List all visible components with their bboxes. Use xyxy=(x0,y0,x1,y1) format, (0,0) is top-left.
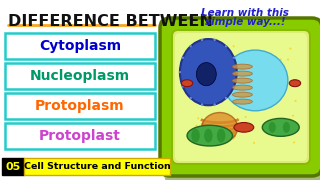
Circle shape xyxy=(262,127,264,129)
Circle shape xyxy=(179,71,181,73)
Circle shape xyxy=(189,45,192,48)
Circle shape xyxy=(181,85,184,88)
Text: simple way...!: simple way...! xyxy=(205,17,285,27)
Circle shape xyxy=(242,52,244,54)
Ellipse shape xyxy=(202,112,237,143)
Circle shape xyxy=(253,142,255,144)
Circle shape xyxy=(259,83,261,85)
Circle shape xyxy=(295,100,297,102)
Ellipse shape xyxy=(217,129,225,143)
Circle shape xyxy=(196,125,197,127)
Circle shape xyxy=(236,71,238,73)
Circle shape xyxy=(193,76,195,78)
Circle shape xyxy=(237,81,239,83)
Circle shape xyxy=(228,94,230,96)
Circle shape xyxy=(272,77,274,79)
FancyBboxPatch shape xyxy=(5,93,155,119)
Ellipse shape xyxy=(204,129,212,143)
FancyBboxPatch shape xyxy=(175,33,307,161)
FancyBboxPatch shape xyxy=(160,18,320,176)
Ellipse shape xyxy=(232,71,252,76)
Circle shape xyxy=(233,45,235,47)
Circle shape xyxy=(280,58,282,60)
Ellipse shape xyxy=(232,64,252,69)
Ellipse shape xyxy=(196,63,216,86)
Circle shape xyxy=(252,69,254,71)
Circle shape xyxy=(280,93,282,95)
FancyBboxPatch shape xyxy=(5,123,155,149)
Circle shape xyxy=(232,138,235,140)
Circle shape xyxy=(217,96,219,98)
Circle shape xyxy=(210,95,212,97)
Ellipse shape xyxy=(232,85,252,90)
Ellipse shape xyxy=(181,80,193,87)
Ellipse shape xyxy=(289,80,301,87)
Circle shape xyxy=(289,48,292,50)
Circle shape xyxy=(250,73,252,75)
Circle shape xyxy=(227,130,229,132)
Ellipse shape xyxy=(191,129,200,143)
Ellipse shape xyxy=(180,39,237,105)
Circle shape xyxy=(229,52,231,54)
FancyBboxPatch shape xyxy=(164,26,320,180)
Circle shape xyxy=(211,91,212,93)
Text: 05: 05 xyxy=(5,161,20,172)
FancyBboxPatch shape xyxy=(2,158,24,175)
Circle shape xyxy=(201,103,203,106)
Text: Nucleoplasm: Nucleoplasm xyxy=(30,69,130,83)
Circle shape xyxy=(223,76,225,78)
Circle shape xyxy=(268,94,271,96)
Ellipse shape xyxy=(222,50,288,111)
Circle shape xyxy=(202,80,204,82)
FancyBboxPatch shape xyxy=(5,33,155,59)
Circle shape xyxy=(212,101,214,103)
Circle shape xyxy=(260,93,263,95)
Ellipse shape xyxy=(262,118,299,136)
Circle shape xyxy=(233,57,235,59)
Ellipse shape xyxy=(283,122,290,133)
Ellipse shape xyxy=(232,78,252,83)
Circle shape xyxy=(293,141,295,143)
Circle shape xyxy=(189,97,192,99)
FancyBboxPatch shape xyxy=(5,63,155,89)
Ellipse shape xyxy=(234,123,254,132)
Circle shape xyxy=(213,103,216,106)
Circle shape xyxy=(235,119,237,121)
Ellipse shape xyxy=(232,92,252,97)
Circle shape xyxy=(181,57,184,59)
Circle shape xyxy=(237,118,239,120)
Ellipse shape xyxy=(232,99,252,104)
Circle shape xyxy=(287,58,289,61)
Ellipse shape xyxy=(187,125,232,146)
FancyBboxPatch shape xyxy=(172,30,310,164)
Circle shape xyxy=(207,121,209,123)
Circle shape xyxy=(233,85,235,88)
Circle shape xyxy=(225,97,227,99)
Text: Cell Structure and Function: Cell Structure and Function xyxy=(24,162,170,171)
Circle shape xyxy=(244,122,247,123)
Circle shape xyxy=(257,98,259,100)
Text: Learn with this: Learn with this xyxy=(201,8,289,18)
FancyBboxPatch shape xyxy=(24,158,170,175)
Text: Cytoplasm: Cytoplasm xyxy=(39,39,121,53)
Circle shape xyxy=(201,39,203,41)
Circle shape xyxy=(292,115,294,117)
Circle shape xyxy=(234,89,236,91)
Circle shape xyxy=(245,116,247,118)
Ellipse shape xyxy=(269,122,276,133)
Circle shape xyxy=(197,117,199,119)
Text: Protoplast: Protoplast xyxy=(39,129,121,143)
Circle shape xyxy=(213,39,216,41)
Circle shape xyxy=(225,45,227,48)
Text: Protoplasm: Protoplasm xyxy=(35,99,125,113)
Circle shape xyxy=(221,92,223,94)
Text: DIFFERENCE BETWEEN: DIFFERENCE BETWEEN xyxy=(8,14,213,29)
Circle shape xyxy=(219,138,221,140)
